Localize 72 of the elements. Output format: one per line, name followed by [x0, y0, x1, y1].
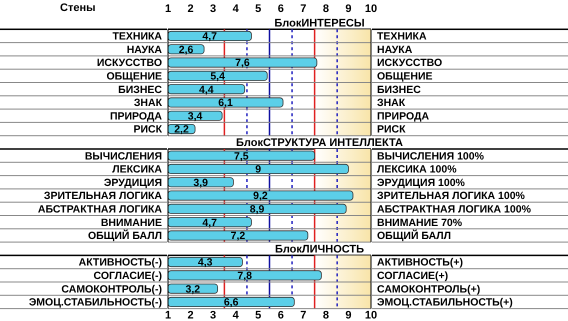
x2-tick-label: 9 — [345, 3, 352, 15]
x2-tick-label: 2 — [187, 3, 194, 15]
text: ЭМОЦ.СТАБИЛЬНОСТЬ(+) — [377, 296, 513, 309]
data-label: 2,6 — [178, 44, 194, 56]
x2-tick-label: 1 — [164, 3, 172, 15]
data-label: 7,5 — [234, 150, 249, 162]
data-label: 5,4 — [210, 70, 226, 82]
y-tick-label: ПРИРОДА — [377, 110, 430, 122]
x-tick-label: 3 — [210, 310, 216, 321]
data-label: 7,8 — [237, 270, 252, 282]
y-tick-label: БИЗНЕС — [377, 84, 422, 96]
data-label: 7,6 — [235, 57, 250, 70]
text: АБСТРАКТНАЯ ЛОГИКА 100% — [377, 204, 532, 216]
data-label: 3,2 — [186, 283, 200, 296]
y-tick-label: ЛЕКСИКА — [112, 164, 162, 176]
x2-tick-label: 8 — [322, 3, 329, 15]
y-tick-label: ЭРУДИЦИЯ — [104, 176, 162, 189]
x2-tick-label: 10 — [364, 3, 378, 15]
text: АКТИВНОСТЬ(+) — [377, 256, 463, 269]
data-label: 4,3 — [198, 256, 213, 269]
x2-tick-label: 4 — [232, 3, 240, 15]
y-tick-label: НАУКА — [377, 44, 413, 56]
chart-title: БлокСТРУКТУРА ИНТЕЛЛЕКТА — [236, 137, 404, 149]
y-tick-label: ВЫЧИСЛЕНИЯ — [84, 150, 162, 162]
data-label: 8,9 — [250, 204, 265, 216]
x-tick-label: 1 — [164, 310, 172, 321]
chart-title: БлокЛИЧНОСТЬ — [274, 243, 364, 256]
data-label: 2,2 — [174, 124, 189, 136]
y-tick-label: ТЕХНИКА — [377, 30, 427, 43]
x2-tick-label: 6 — [278, 3, 284, 15]
text: СОГЛАСИЕ(+) — [377, 270, 448, 282]
chart-title: БлокИНТЕРЕСЫ — [274, 17, 365, 30]
data-label: 9 — [255, 164, 262, 176]
y-tick-label: ЗРИТЕЛЬНАЯ ЛОГИКА — [44, 190, 162, 202]
y-tick-label: ИСКУССТВО — [377, 57, 442, 70]
data-label: 6,6 — [224, 296, 239, 309]
text: ЭРУДИЦИЯ 100% — [377, 176, 466, 189]
x-tick-label: 7 — [300, 310, 306, 321]
data-label: 4,4 — [199, 84, 214, 96]
x-tick-label: 4 — [232, 310, 240, 321]
y-tick-label: ЭМОЦ.СТАБИЛЬНОСТЬ(-) — [28, 296, 162, 309]
y-tick-label: ВНИМАНИЕ — [100, 216, 162, 229]
x2-axis-title: Стены — [60, 2, 96, 14]
y-tick-label: РИСК — [377, 124, 406, 136]
data-label: 4,7 — [202, 30, 218, 43]
text: ВЫЧИСЛЕНИЯ 100% — [377, 150, 485, 162]
x-tick-label: 9 — [345, 310, 352, 321]
x2-tick-label: 7 — [300, 3, 306, 15]
text: ЗРИТЕЛЬНАЯ ЛОГИКА 100% — [377, 190, 526, 202]
x-tick-label: 6 — [278, 310, 284, 321]
text: ВНИМАНИЕ 70% — [377, 216, 463, 229]
data-label: 3,9 — [193, 176, 208, 189]
data-label: 9,2 — [253, 190, 268, 202]
y-tick-label: АБСТРАКТНАЯ ЛОГИКА — [38, 204, 162, 216]
y-tick-label: АКТИВНОСТЬ(-) — [78, 256, 162, 269]
y-tick-label: ОБЩЕНИЕ — [377, 70, 433, 82]
text: ЛЕКСИКА 100% — [377, 164, 458, 176]
x-tick-label: 8 — [322, 310, 329, 321]
x-tick-label: 10 — [364, 310, 378, 321]
y-tick-label: ЗНАК — [377, 97, 406, 110]
data-label: 7,2 — [230, 230, 246, 242]
y-tick-label: САМОКОНТРОЛЬ(-) — [61, 283, 162, 296]
y-tick-label: ОБЩИЙ БАЛЛ — [88, 229, 162, 242]
x2-tick-label: 5 — [255, 3, 262, 15]
text: САМОКОНТРОЛЬ(+) — [377, 283, 480, 296]
x-tick-label: 2 — [187, 310, 194, 321]
x-tick-label: 5 — [255, 310, 262, 321]
data-label: 4,7 — [202, 216, 218, 229]
y-tick-label: СОГЛАСИЕ(-) — [94, 270, 162, 282]
data-label: 3,4 — [188, 110, 203, 122]
x2-tick-label: 3 — [210, 3, 216, 15]
data-label: 6,1 — [218, 97, 233, 110]
